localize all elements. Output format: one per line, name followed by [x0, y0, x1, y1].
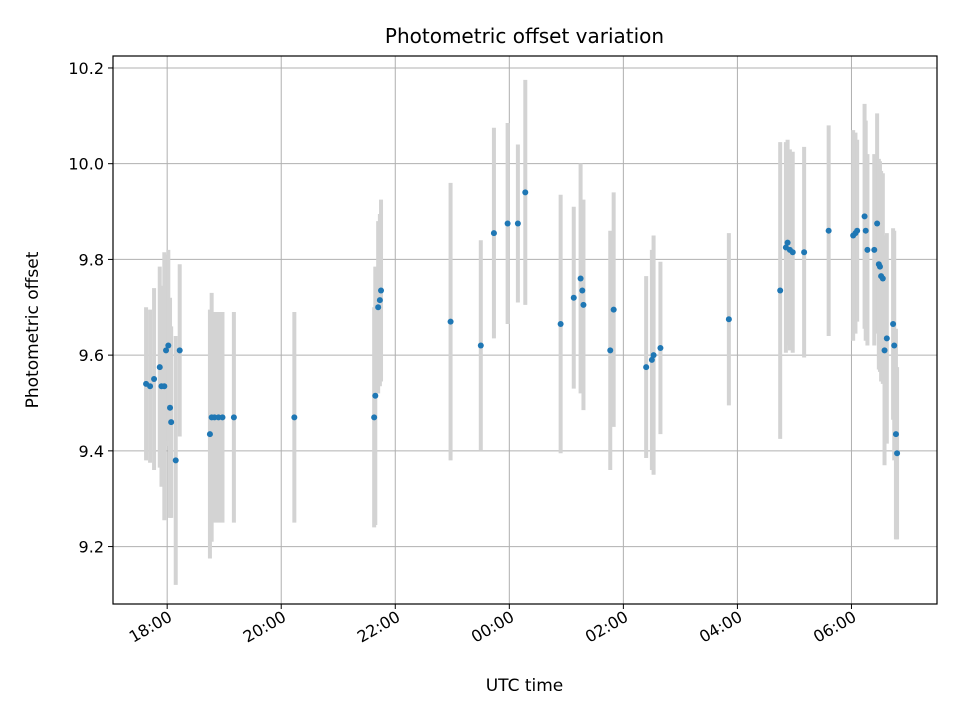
data-point — [219, 414, 226, 421]
data-point — [890, 321, 897, 328]
y-tick-label: 9.2 — [79, 538, 104, 557]
plot-area-frame — [112, 55, 938, 605]
data-point — [784, 239, 791, 246]
x-axis-title: UTC time — [486, 676, 564, 696]
data-point — [861, 213, 868, 220]
data-point — [577, 275, 584, 282]
data-point — [156, 364, 163, 371]
data-point — [650, 352, 657, 359]
y-axis-title: Photometric offset — [23, 251, 43, 408]
data-point — [801, 249, 808, 256]
data-point — [881, 347, 888, 354]
data-point — [522, 189, 529, 196]
data-point — [825, 227, 832, 234]
data-point — [854, 227, 861, 234]
y-tick-label: 9.6 — [79, 346, 104, 365]
data-points — [143, 189, 901, 464]
data-point — [161, 383, 168, 390]
data-point — [147, 383, 154, 390]
data-point — [789, 249, 796, 256]
data-point — [477, 342, 484, 349]
data-point — [648, 356, 655, 363]
data-point — [894, 450, 901, 457]
data-point — [874, 220, 881, 227]
data-point — [879, 275, 886, 282]
data-point — [883, 335, 890, 342]
data-point — [172, 457, 179, 464]
data-point — [490, 230, 497, 237]
data-point — [579, 287, 586, 294]
y-tick-label: 10.2 — [68, 59, 104, 78]
data-point — [167, 404, 174, 411]
data-point — [376, 297, 383, 304]
data-point — [151, 376, 158, 383]
data-point — [864, 246, 871, 253]
data-point — [862, 227, 869, 234]
y-tick-label: 9.8 — [79, 250, 104, 269]
data-point — [165, 342, 172, 349]
data-point — [378, 287, 385, 294]
y-tick-label: 10.0 — [68, 155, 104, 174]
data-point — [891, 342, 898, 349]
data-point — [163, 347, 170, 354]
y-axis-ticks: 9.2 9.4 9.6 9.8 10.0 10.2 — [68, 59, 113, 557]
data-point — [610, 306, 617, 313]
data-point — [168, 419, 175, 426]
data-point — [892, 431, 899, 438]
data-point — [557, 321, 564, 328]
data-point — [871, 246, 878, 253]
data-point — [291, 414, 298, 421]
data-point — [176, 347, 183, 354]
data-point — [372, 392, 379, 399]
data-point — [876, 263, 883, 270]
data-point — [580, 301, 587, 308]
data-point — [504, 220, 511, 227]
data-point — [206, 431, 213, 438]
data-point — [371, 414, 378, 421]
data-point — [230, 414, 237, 421]
data-point — [570, 294, 577, 301]
data-point — [514, 220, 521, 227]
data-point — [447, 318, 454, 325]
data-point — [607, 347, 614, 354]
y-tick-label: 9.4 — [79, 442, 104, 461]
chart-title: Photometric offset variation — [385, 24, 664, 48]
data-point — [725, 316, 732, 323]
data-point — [375, 304, 382, 311]
data-point — [643, 364, 650, 371]
data-point — [777, 287, 784, 294]
data-point — [657, 344, 664, 351]
